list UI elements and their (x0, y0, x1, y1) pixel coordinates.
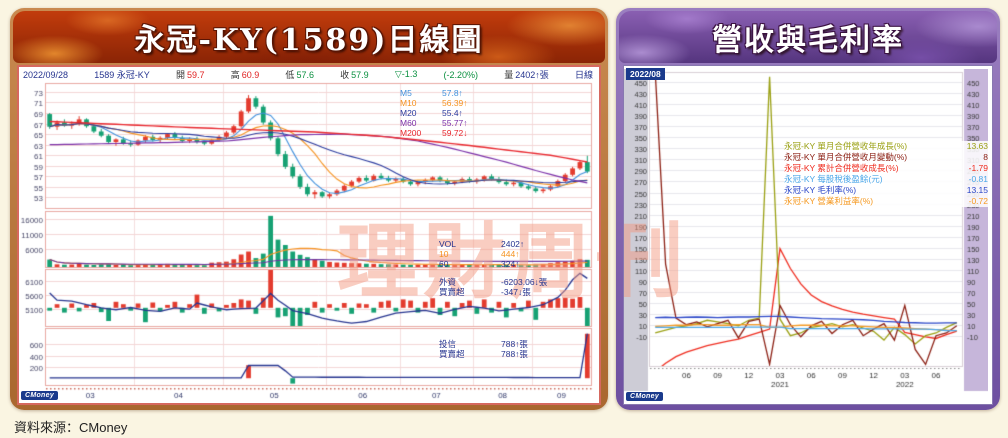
ma-legend: M5 57.8↑ M10 56.39↑ M20 55.4↑ M60 55.77↑ M200 59.… (400, 88, 468, 138)
left-title-banner: 永冠-KY(1589)日線圖 (13, 11, 605, 63)
legend-row: 永冠-KY 毛利率(%) 13.15 (784, 185, 988, 195)
legend-row: M5 57.8↑ (400, 88, 463, 98)
legend-row: M20 55.4↑ (400, 108, 463, 118)
volume-legend: VOL 2402↑ 10 444↑ 60 324↑ (439, 239, 524, 269)
quote-info-item: 量 2402↑張 (504, 70, 549, 80)
legend-row: M60 55.77↑ (400, 118, 468, 128)
legend-row: 永冠-KY 累計合併營收成長(%) -1.79 (784, 163, 988, 173)
left-chart-frame: 2022/09/28 1589 永冠-KY 開 59.7 高 60.9 低 57.6 收 57.9… (17, 65, 601, 405)
quote-info-item: 開 59.7 (175, 70, 205, 80)
quote-info-item: ▽-1.3 (394, 69, 418, 79)
daily-chart-card: 永冠-KY(1589)日線圖 2022/09/28 1589 永冠-KY 開 59.7… (10, 8, 608, 410)
quote-info-item: 2022/09/28 (23, 69, 69, 80)
investment-trust-legend: 投信 788↑張 買賣超 788↑張 (439, 339, 528, 359)
legend-row: 10 444↑ (439, 249, 520, 259)
revenue-chart-card: 營收與毛利率 刊 2022/08 永冠-KY 單月合併營收年成長(%)13.63… (616, 8, 1000, 410)
legend-row: M10 56.39↑ (400, 98, 468, 108)
date-badge: 2022/08 (626, 68, 665, 80)
legend-row: 永冠-KY 每股稅後盈餘(元) -0.81 (784, 174, 988, 184)
source-note: 資料來源：CMoney (14, 420, 128, 435)
legend-row: 永冠-KY 單月合併營收月變動(%) 8 (784, 152, 988, 162)
quote-info-item: 低 57.6 (285, 70, 314, 80)
legend-row: 投信 788↑張 (439, 339, 528, 349)
legend-row: VOL 2402↑ (439, 239, 525, 249)
quote-info-item: 高 60.9 (230, 70, 260, 80)
cmoney-logo: CMoney (21, 391, 59, 400)
quote-info-item: (-2.20%) (443, 69, 479, 80)
legend-row: 60 324↑ (439, 259, 520, 269)
legend-row: 永冠-KY 營業利益率(%) -0.72 (784, 196, 988, 206)
right-chart-title: 營收與毛利率 (712, 23, 904, 58)
daily-chart-canvas (19, 82, 595, 400)
left-chart-title: 永冠-KY(1589)日線圖 (134, 23, 484, 58)
legend-row: 永冠-KY 單月合併營收年成長(%) 13.63 (784, 141, 988, 151)
legend-row: 買賣超 788↑張 (439, 349, 528, 359)
right-title-banner: 營收與毛利率 (619, 11, 997, 63)
quote-info-item: 收 57.9 (340, 70, 369, 80)
legend-row: M200 59.72↓ (400, 128, 468, 138)
legend-row: 外資 -6203.06↓張 (439, 277, 548, 287)
legend-row: 買賣超 -347↓張 (439, 287, 531, 297)
foreign-investors-legend: 外資 -6203.06↓張 買賣超 -347↓張 (439, 277, 547, 297)
cmoney-logo: CMoney (626, 392, 664, 401)
quote-info-bar: 2022/09/28 1589 永冠-KY 開 59.7 高 60.9 低 57.6 收 57.9… (19, 67, 599, 82)
quote-info-item: 1589 永冠-KY (94, 70, 150, 80)
quote-info-item: 日線 (574, 70, 593, 80)
revenue-chart-canvas (624, 69, 988, 402)
revenue-legend: 永冠-KY 單月合併營收年成長(%) 13.63 永冠-KY 單月合併營收月變動(%… (784, 141, 988, 207)
